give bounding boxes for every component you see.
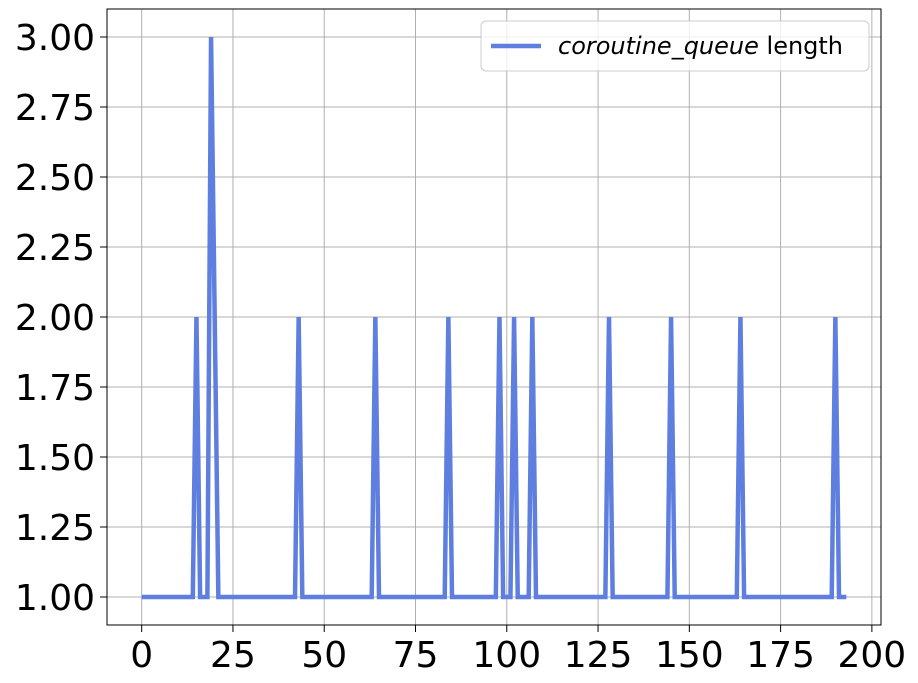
series-line (141, 36, 847, 600)
y-tick-label: 1.00 (15, 578, 95, 619)
x-tick-label: 175 (746, 635, 815, 676)
grid-lines (107, 9, 881, 625)
x-tick-label: 75 (393, 635, 439, 676)
y-tick-label: 2.50 (15, 158, 95, 199)
legend-label: coroutine_queue length (558, 32, 843, 60)
x-tick-label: 0 (130, 635, 153, 676)
x-tick-label: 150 (655, 635, 724, 676)
y-tick-label: 3.00 (15, 18, 95, 59)
x-tick-label: 25 (210, 635, 256, 676)
y-tick-label: 1.75 (15, 368, 95, 409)
y-tick-label: 2.25 (15, 228, 95, 269)
y-tick-label: 1.25 (15, 508, 95, 549)
legend-label-italic: coroutine_queue (558, 32, 759, 60)
x-tick-label: 125 (564, 635, 633, 676)
y-axis: 1.00 1.25 1.50 1.75 2.00 2.25 2.50 2.75 3.00 (15, 18, 107, 619)
legend: coroutine_queue length (480, 20, 870, 72)
y-tick-label: 2.75 (15, 88, 95, 129)
y-tick-label: 2.00 (15, 298, 95, 339)
x-tick-label: 100 (472, 635, 541, 676)
y-tick-label: 1.50 (15, 438, 95, 479)
series-layer (141, 36, 847, 600)
legend-box (480, 20, 870, 72)
x-tick-label: 200 (838, 635, 907, 676)
x-tick-label: 50 (301, 635, 347, 676)
legend-label-rest: length (759, 32, 843, 60)
x-axis: 0 25 50 75 100 125 150 175 200 (130, 625, 906, 676)
